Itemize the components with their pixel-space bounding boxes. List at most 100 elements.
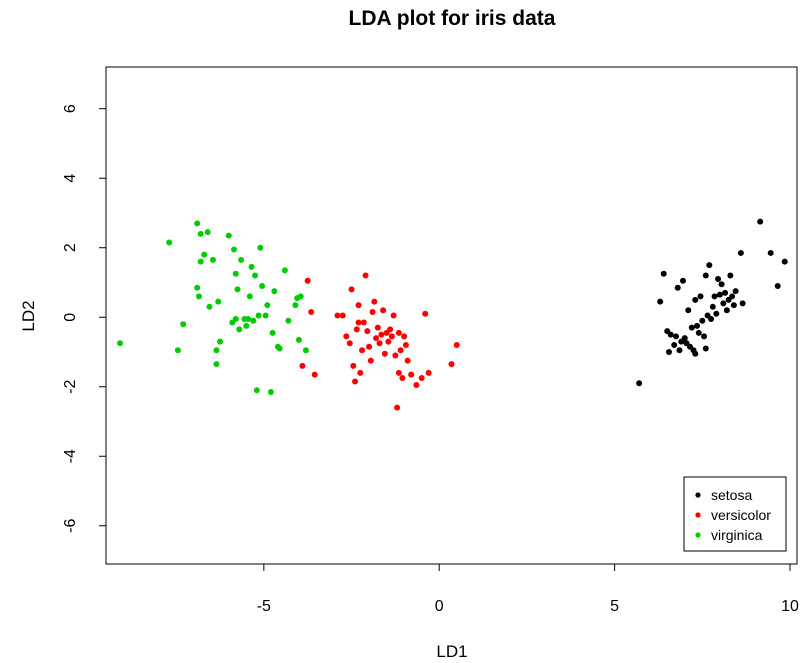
point-setosa: [716, 291, 723, 298]
point-versicolor: [364, 328, 371, 335]
point-virginica: [180, 321, 187, 328]
y-tick-label: -6: [62, 519, 79, 533]
point-versicolor: [343, 333, 350, 340]
point-setosa: [730, 302, 737, 309]
x-tick-label: 5: [610, 598, 619, 615]
point-setosa: [685, 307, 692, 314]
point-versicolor: [453, 342, 460, 349]
point-setosa: [729, 293, 736, 300]
point-versicolor: [448, 361, 455, 368]
point-setosa: [720, 300, 727, 307]
y-tick-label: 0: [62, 313, 79, 322]
point-versicolor: [304, 277, 311, 284]
y-tick-label: 4: [62, 174, 79, 183]
point-setosa: [737, 249, 744, 256]
point-setosa: [701, 333, 708, 340]
point-versicolor: [371, 298, 378, 305]
point-virginica: [246, 293, 253, 300]
point-virginica: [232, 315, 239, 322]
point-virginica: [297, 293, 304, 300]
point-virginica: [276, 345, 283, 352]
point-setosa: [715, 276, 722, 283]
point-virginica: [234, 286, 241, 293]
point-virginica: [243, 322, 250, 329]
point-virginica: [253, 387, 260, 394]
point-virginica: [209, 256, 216, 263]
point-versicolor: [360, 319, 367, 326]
point-versicolor: [359, 347, 366, 354]
point-setosa: [739, 300, 746, 307]
point-versicolor: [388, 333, 395, 340]
point-versicolor: [381, 350, 388, 357]
point-versicolor: [401, 333, 408, 340]
point-setosa: [711, 293, 718, 300]
point-versicolor: [395, 369, 402, 376]
point-versicolor: [355, 319, 362, 326]
x-tick-label: 10: [781, 598, 799, 615]
point-virginica: [213, 347, 220, 354]
point-setosa: [702, 272, 709, 279]
point-versicolor: [339, 312, 346, 319]
point-virginica: [295, 336, 302, 343]
point-setosa: [706, 262, 713, 269]
point-virginica: [216, 338, 223, 345]
point-setosa: [676, 347, 683, 354]
point-versicolor: [395, 329, 402, 336]
point-versicolor: [374, 324, 381, 331]
point-setosa: [674, 284, 681, 291]
point-setosa: [718, 281, 725, 288]
point-virginica: [213, 361, 220, 368]
point-versicolor: [353, 326, 360, 333]
point-setosa: [694, 322, 701, 329]
point-versicolor: [418, 375, 425, 382]
point-virginica: [269, 329, 276, 336]
point-setosa: [665, 348, 672, 355]
x-axis-label: LD1: [436, 642, 467, 661]
x-tick-label: 0: [435, 598, 444, 615]
point-versicolor: [399, 375, 406, 382]
point-versicolor: [378, 331, 385, 338]
legend-label-versicolor: versicolor: [711, 507, 771, 523]
point-virginica: [174, 347, 181, 354]
point-versicolor: [362, 272, 369, 279]
y-tick-label: -4: [62, 449, 79, 463]
point-virginica: [232, 270, 239, 277]
point-virginica: [215, 298, 222, 305]
point-virginica: [206, 303, 213, 310]
point-virginica: [238, 256, 245, 263]
point-versicolor: [385, 338, 392, 345]
point-virginica: [117, 340, 124, 347]
point-setosa: [671, 342, 678, 349]
point-versicolor: [308, 309, 315, 316]
point-setosa: [757, 218, 764, 225]
point-versicolor: [404, 357, 411, 364]
point-versicolor: [348, 286, 355, 293]
legend-label-virginica: virginica: [711, 527, 763, 543]
point-versicolor: [402, 342, 409, 349]
point-virginica: [292, 302, 299, 309]
point-virginica: [257, 244, 264, 251]
legend-label-setosa: setosa: [711, 487, 752, 503]
point-versicolor: [355, 302, 362, 309]
y-tick-label: -2: [62, 380, 79, 394]
point-setosa: [713, 310, 720, 317]
point-setosa: [680, 277, 687, 284]
point-versicolor: [413, 382, 420, 389]
point-versicolor: [380, 307, 387, 314]
legend-marker-setosa: [695, 492, 701, 498]
point-setosa: [695, 329, 702, 336]
point-setosa: [636, 380, 643, 387]
legend-marker-virginica: [695, 532, 701, 538]
point-virginica: [252, 272, 259, 279]
point-versicolor: [311, 371, 318, 378]
point-versicolor: [425, 369, 432, 376]
point-virginica: [194, 220, 201, 227]
point-versicolor: [397, 347, 404, 354]
point-versicolor: [392, 352, 399, 359]
point-virginica: [267, 388, 274, 395]
point-setosa: [660, 270, 667, 277]
y-tick-label: 2: [62, 243, 79, 252]
point-setosa: [708, 315, 715, 322]
point-setosa: [722, 289, 729, 296]
